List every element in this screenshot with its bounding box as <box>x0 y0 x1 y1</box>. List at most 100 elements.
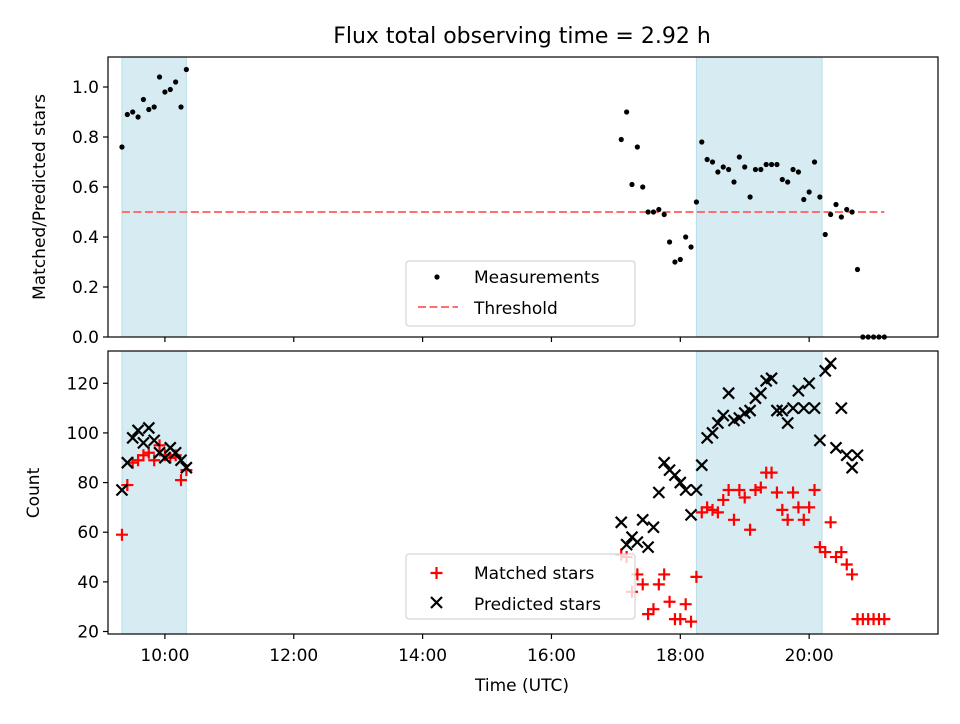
ratio-y-tick-label: 0.6 <box>72 178 99 198</box>
matched-star-point <box>690 570 703 583</box>
predicted-star-point <box>174 453 188 467</box>
matched-star-point <box>717 493 730 506</box>
predicted-legend-marker <box>430 596 443 609</box>
observing-window-shade <box>121 56 187 338</box>
count-panel: 20 40 60 80 100 120 10:00 12:00 14:00 16:00 18:00… <box>24 350 939 696</box>
matched-star-point <box>679 598 692 611</box>
measurement-point <box>167 86 173 93</box>
matched-star-point <box>636 578 649 591</box>
count-y-tick-label: 60 <box>77 523 99 543</box>
matched-legend-label: Matched stars <box>474 564 594 584</box>
count-y-axis-label: Count <box>24 467 44 518</box>
matched-star-point <box>175 474 188 487</box>
predicted-star-point <box>126 431 139 445</box>
ratio-y-axis-label: Matched/Predicted stars <box>30 94 50 300</box>
count-y-tick-label: 120 <box>67 374 99 394</box>
predicted-star-point <box>631 535 644 549</box>
count-y-tick-label: 20 <box>77 623 99 643</box>
measurement-point <box>854 266 861 273</box>
matched-star-point <box>840 558 853 571</box>
measurement-point <box>119 144 125 150</box>
matched-star-point <box>781 513 794 526</box>
predicted-star-point <box>668 468 682 482</box>
predicted-star-point <box>851 448 864 462</box>
matched-star-point <box>722 484 735 497</box>
predicted-star-point <box>147 434 161 447</box>
matched-star-point <box>733 484 746 497</box>
measurement-point <box>130 109 136 115</box>
count-legend: Matched stars Predicted stars <box>405 553 636 620</box>
ratio-legend-box <box>405 260 636 327</box>
chart-title: Flux total observing time = 2.92 h <box>333 24 711 49</box>
count-legend-box <box>405 553 636 620</box>
measurement-point <box>156 74 163 80</box>
predicted-star-point <box>657 456 671 469</box>
predicted-star-point <box>792 384 805 397</box>
measurement-point <box>817 194 823 200</box>
observing-window-shade <box>695 350 823 635</box>
predicted-star-point <box>776 404 789 417</box>
measurement-point <box>774 161 780 168</box>
x-tick-label: 14:00 <box>398 646 447 666</box>
measurement-point <box>640 184 646 190</box>
ratio-y-tick-label: 0.0 <box>72 328 99 348</box>
measurement-point <box>661 211 667 218</box>
ratio-legend: Measurements Threshold <box>405 260 636 327</box>
predicted-star-point <box>835 401 848 415</box>
predicted-star-point <box>711 416 725 430</box>
matched-star-point <box>797 513 810 526</box>
predicted-star-point <box>695 458 709 472</box>
ratio-y-tick-label: 1.0 <box>72 78 99 98</box>
matched-star-point <box>658 568 671 581</box>
x-tick-label: 20:00 <box>785 646 834 666</box>
predicted-star-point <box>716 409 730 422</box>
threshold-legend-label: Threshold <box>473 299 558 319</box>
measurement-point <box>629 181 635 188</box>
measurement-point <box>838 214 844 220</box>
matched-star-point <box>846 568 859 581</box>
measurement-point <box>618 136 624 143</box>
measurement-point <box>758 166 764 173</box>
measurement-point <box>731 179 737 185</box>
predicted-star-point <box>722 386 735 400</box>
matched-star-point <box>744 523 757 536</box>
predicted-star-point <box>169 446 182 460</box>
measurement-point <box>183 66 189 73</box>
x-tick-label: 16:00 <box>527 646 576 666</box>
predicted-star-point <box>754 386 768 400</box>
predicted-star-point <box>802 376 816 390</box>
measurement-point <box>801 196 807 203</box>
measurement-point <box>747 194 753 200</box>
measurement-point <box>736 154 742 160</box>
measurement-point <box>677 256 683 263</box>
predicted-star-point <box>137 436 150 450</box>
matched-star-point <box>137 449 150 462</box>
matched-star-point <box>819 546 832 559</box>
measurement-point <box>811 159 818 165</box>
measurement-point <box>178 104 184 110</box>
measurement-point <box>693 199 700 205</box>
predicted-star-point <box>829 441 843 455</box>
predicted-star-point <box>845 461 859 474</box>
measurement-point <box>624 109 630 115</box>
measurement-point <box>645 209 651 215</box>
predicted-star-point <box>786 401 800 415</box>
predicted-star-point <box>674 476 687 489</box>
predicted-star-point <box>614 516 628 529</box>
measurement-point <box>151 104 157 110</box>
matched-star-point <box>738 491 751 504</box>
predicted-star-point <box>158 451 172 465</box>
matched-star-point <box>685 615 698 628</box>
predicted-star-point <box>706 426 719 440</box>
x-tick-label: 12:00 <box>269 646 318 666</box>
matched-star-point <box>803 501 816 514</box>
matched-star-point <box>824 516 837 529</box>
matched-star-point <box>727 513 740 526</box>
measurement-point <box>666 239 673 245</box>
matched-star-point <box>142 446 155 459</box>
predicted-star-point <box>620 538 633 551</box>
predicted-star-point <box>636 513 649 527</box>
measurement-point <box>795 169 802 175</box>
measurement-point <box>656 206 662 213</box>
